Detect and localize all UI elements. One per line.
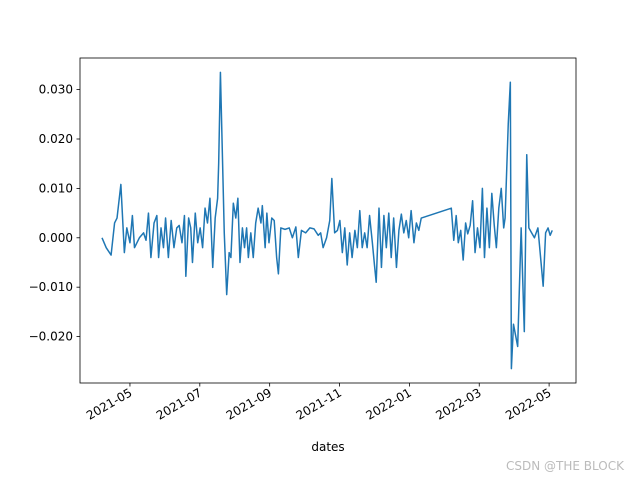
watermark: CSDN @THE BLOCK: [506, 459, 625, 473]
x-tick-label: 2021-05: [84, 385, 134, 422]
x-tick-label: 2021-09: [224, 385, 274, 422]
x-tick-label: 2022-05: [503, 385, 553, 422]
x-tick-label: 2022-03: [433, 385, 483, 422]
data-line: [101, 71, 553, 370]
y-tick-label: 0.000: [39, 231, 73, 245]
y-tick-label: −0.020: [29, 330, 73, 344]
x-axis-label: dates: [311, 440, 344, 454]
y-tick-label: 0.030: [39, 83, 73, 97]
x-tick-label: 2021-07: [154, 385, 204, 422]
y-tick-label: 0.010: [39, 181, 73, 195]
y-tick-label: −0.010: [29, 280, 73, 294]
x-tick-label: 2021-11: [294, 385, 344, 422]
x-tick-label: 2022-01: [363, 385, 413, 422]
axes-frame: [79, 57, 577, 384]
y-tick-label: 0.020: [39, 132, 73, 146]
